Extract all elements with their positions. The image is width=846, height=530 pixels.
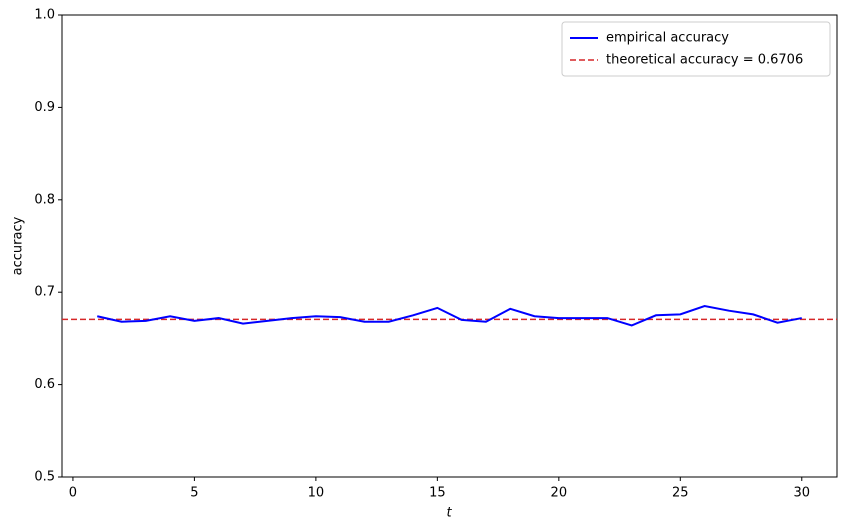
x-tick-label: 5 <box>190 486 198 501</box>
y-tick-label: 0.8 <box>34 192 55 207</box>
x-axis-label: t <box>446 506 452 521</box>
x-tick-label: 0 <box>69 486 77 501</box>
y-tick-label: 1.0 <box>34 8 55 23</box>
legend-box <box>561 21 831 77</box>
legend-label: theoretical accuracy = 0.6706 <box>606 53 803 68</box>
x-tick-label: 20 <box>551 486 568 501</box>
x-tick-label: 25 <box>672 486 689 501</box>
y-tick-label: 0.9 <box>34 100 55 115</box>
y-tick-label: 0.5 <box>34 470 55 485</box>
plot-frame <box>61 14 838 478</box>
x-tick-label: 30 <box>793 486 810 501</box>
x-tick-label: 10 <box>308 486 325 501</box>
data-line <box>97 305 802 327</box>
y-tick-label: 0.6 <box>34 377 55 392</box>
x-tick-label: 15 <box>429 486 446 501</box>
y-axis-label: accuracy <box>11 216 26 275</box>
legend-label: empirical accuracy <box>606 31 729 46</box>
y-tick-label: 0.7 <box>34 285 55 300</box>
